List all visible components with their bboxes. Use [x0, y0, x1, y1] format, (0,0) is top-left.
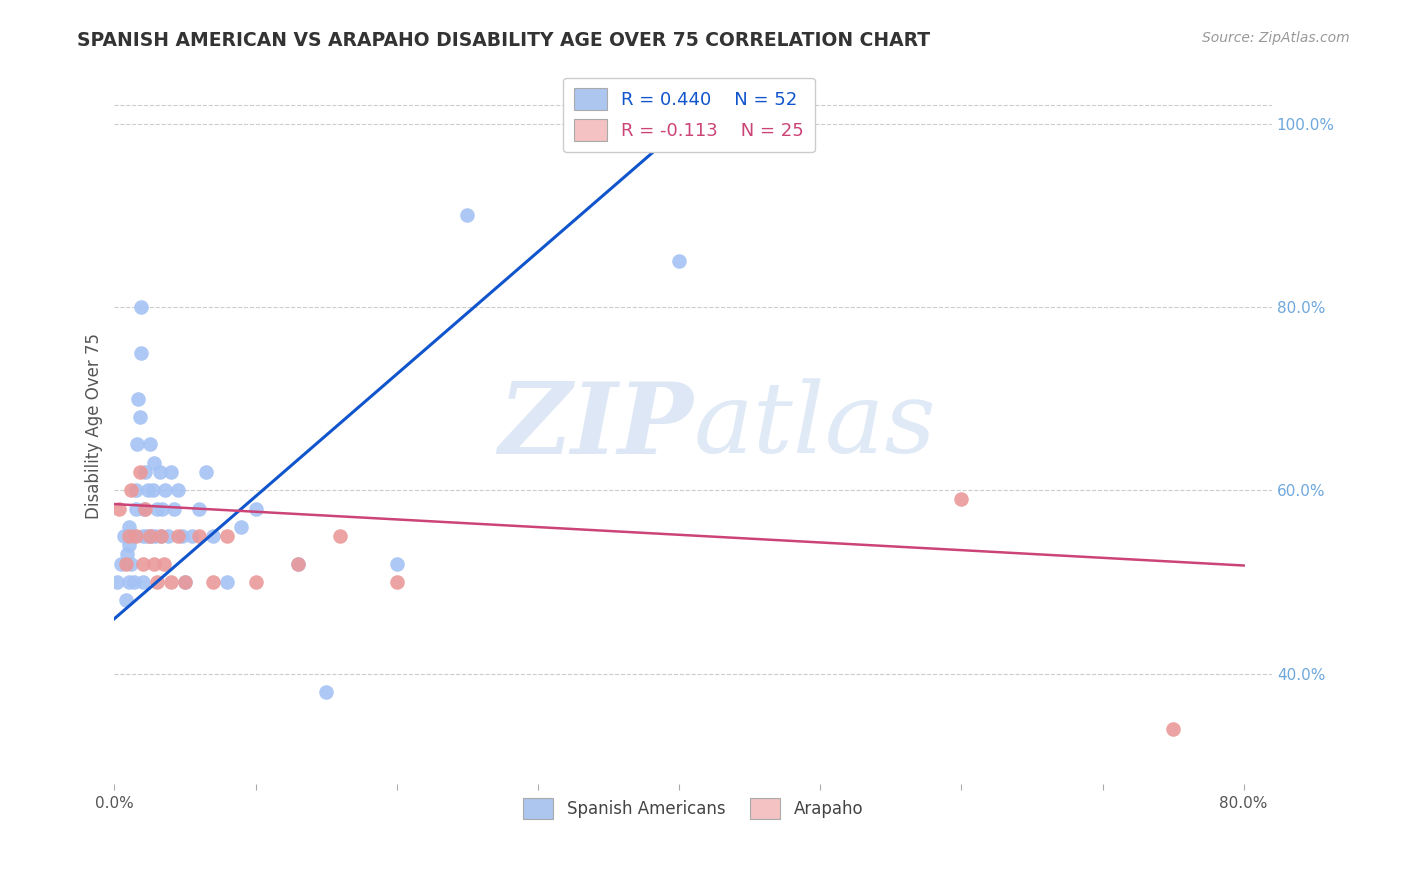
Point — [287, 557, 309, 571]
Point — [217, 529, 239, 543]
Point — [287, 557, 309, 571]
Point — [117, 520, 139, 534]
Point — [114, 557, 136, 571]
Point — [145, 574, 167, 589]
Point — [174, 574, 197, 589]
Point — [120, 483, 142, 498]
Point — [142, 557, 165, 571]
Point — [117, 574, 139, 589]
Point — [124, 501, 146, 516]
Point — [950, 492, 973, 507]
Point — [181, 529, 204, 543]
Point — [139, 529, 162, 543]
Point — [122, 574, 145, 589]
Point — [105, 574, 128, 589]
Point — [217, 574, 239, 589]
Point — [120, 557, 142, 571]
Point — [142, 456, 165, 470]
Point — [114, 593, 136, 607]
Point — [188, 529, 211, 543]
Point — [138, 529, 160, 543]
Point — [129, 345, 152, 359]
Point — [172, 529, 194, 543]
Point — [329, 529, 352, 543]
Point — [202, 529, 225, 543]
Point — [668, 254, 690, 268]
Point — [131, 529, 153, 543]
Point — [1161, 722, 1184, 736]
Point — [145, 501, 167, 516]
Point — [134, 465, 156, 479]
Point — [202, 574, 225, 589]
Point — [195, 465, 218, 479]
Point — [128, 409, 150, 424]
Point — [143, 529, 166, 543]
Point — [150, 529, 173, 543]
Point — [135, 529, 157, 543]
Text: SPANISH AMERICAN VS ARAPAHO DISABILITY AGE OVER 75 CORRELATION CHART: SPANISH AMERICAN VS ARAPAHO DISABILITY A… — [77, 31, 931, 50]
Point — [117, 538, 139, 552]
Point — [245, 574, 267, 589]
Point — [128, 465, 150, 479]
Point — [174, 574, 197, 589]
Point — [385, 557, 408, 571]
Point — [134, 501, 156, 516]
Y-axis label: Disability Age Over 75: Disability Age Over 75 — [86, 333, 103, 519]
Point — [155, 483, 177, 498]
Point — [456, 208, 478, 222]
Legend: Spanish Americans, Arapaho: Spanish Americans, Arapaho — [516, 792, 870, 825]
Point — [131, 557, 153, 571]
Point — [117, 529, 139, 543]
Point — [231, 520, 253, 534]
Point — [112, 529, 135, 543]
Point — [385, 574, 408, 589]
Text: Source: ZipAtlas.com: Source: ZipAtlas.com — [1202, 31, 1350, 45]
Point — [121, 529, 143, 543]
Point — [110, 557, 132, 571]
Point — [167, 483, 190, 498]
Point — [167, 529, 190, 543]
Point — [132, 501, 155, 516]
Point — [127, 392, 149, 406]
Point — [129, 300, 152, 314]
Point — [160, 574, 183, 589]
Point — [115, 548, 138, 562]
Point — [153, 557, 176, 571]
Point — [188, 501, 211, 516]
Text: ZIP: ZIP — [498, 378, 693, 475]
Point — [163, 501, 186, 516]
Point — [152, 501, 174, 516]
Point — [149, 465, 172, 479]
Point — [131, 574, 153, 589]
Point — [141, 483, 163, 498]
Point — [150, 529, 173, 543]
Point — [157, 529, 180, 543]
Point — [245, 501, 267, 516]
Point — [125, 437, 148, 451]
Point — [136, 483, 159, 498]
Point — [124, 529, 146, 543]
Point — [315, 685, 337, 699]
Text: atlas: atlas — [693, 378, 936, 474]
Point — [138, 437, 160, 451]
Point — [124, 483, 146, 498]
Point — [160, 465, 183, 479]
Point — [107, 501, 129, 516]
